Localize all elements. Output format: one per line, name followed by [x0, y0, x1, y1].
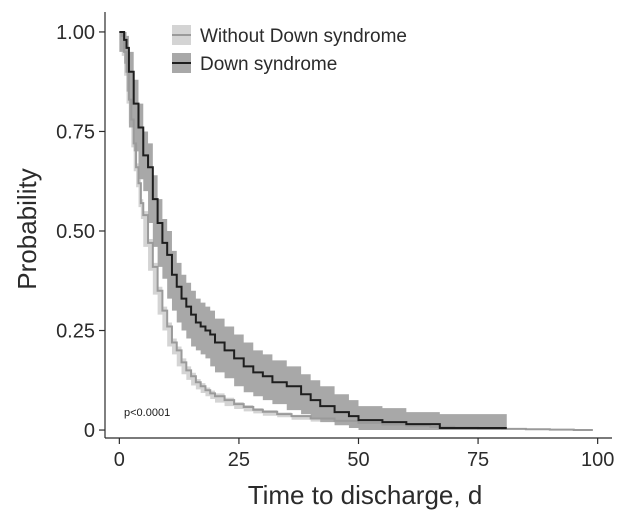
x-tick-label: 25: [228, 449, 250, 471]
p-value-annotation: p<0.0001: [124, 407, 170, 419]
legend-label-down-syndrome: Down syndrome: [200, 54, 337, 75]
x-tick-label: 0: [114, 449, 125, 471]
confidence-bands: [119, 31, 593, 431]
x-tick-label: 100: [581, 449, 614, 471]
y-tick-label: 0.25: [56, 321, 95, 343]
survival-curves: [119, 30, 593, 432]
y-ticks: 0 0.25 0.50 0.75 1.00: [56, 22, 105, 442]
x-axis-title: Time to discharge, d: [248, 480, 483, 510]
legend-label-without-down-syndrome: Without Down syndrome: [200, 26, 407, 47]
x-tick-label: 75: [467, 449, 489, 471]
x-tick-label: 50: [347, 449, 369, 471]
y-tick-label: 0.50: [56, 221, 95, 243]
band-down-syndrome: [119, 31, 507, 431]
y-tick-label: 1.00: [56, 22, 95, 44]
y-axis-title: Probability: [12, 168, 42, 289]
legend: Without Down syndrome Down syndrome: [172, 25, 407, 75]
curve-without-down-syndrome: [119, 30, 593, 432]
curve-down-syndrome: [119, 30, 507, 430]
y-tick-label: 0: [84, 420, 95, 442]
y-tick-label: 0.75: [56, 121, 95, 143]
x-ticks: 0 25 50 75 100: [114, 438, 614, 471]
